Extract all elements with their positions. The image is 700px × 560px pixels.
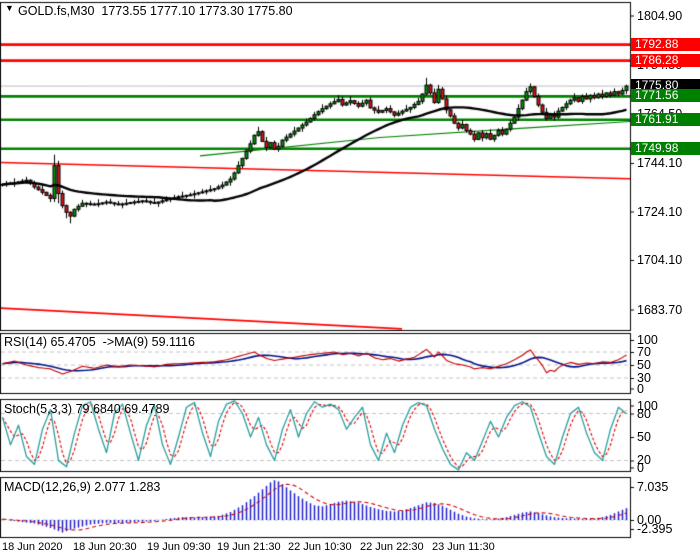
rsi-indicator-label: RSI(14) 65.4705 ->MA(9) 59.1116 <box>4 335 195 349</box>
macd-indicator-label: MACD(12,26,9) 2.077 1.283 <box>4 480 161 494</box>
ohlc-open: 1773.55 <box>101 4 147 18</box>
price-badge: 1761.91 <box>631 112 700 126</box>
indicator-scale-label: 20 <box>637 453 651 468</box>
ohlc-close: 1775.80 <box>247 4 293 18</box>
price-badge: 1775.80 <box>631 79 700 93</box>
ohlc-high: 1777.10 <box>150 4 196 18</box>
indicator-scale-label: 0 <box>637 381 644 396</box>
time-axis-label: 22 Jun 22:30 <box>360 541 424 553</box>
indicator-scale-label: 100 <box>637 333 658 347</box>
price-axis-label: 1804.90 <box>637 8 683 23</box>
time-axis-label: 23 Jun 11:30 <box>432 541 495 553</box>
time-axis-label: 18 Jun 2020 <box>2 541 63 553</box>
price-badge: 1749.98 <box>631 141 700 155</box>
price-badge: 1792.88 <box>631 37 700 51</box>
price-axis-label: 1704.10 <box>637 253 683 267</box>
symbol-dropdown-icon: ▼ <box>5 3 14 13</box>
stoch-indicator-label: Stoch(5,3,3) 79.6840 69.4789 <box>4 402 170 416</box>
indicator-scale-label: 30 <box>637 371 651 385</box>
time-axis-label: 22 Jun 10:30 <box>288 541 352 553</box>
indicator-scale-label: -2.395 <box>637 522 673 536</box>
price-badge: 1786.28 <box>631 53 700 67</box>
price-axis-label: 1744.10 <box>637 155 683 170</box>
indicator-scale-label: 50 <box>637 358 651 372</box>
price-axis-label: 1724.10 <box>637 204 683 219</box>
indicator-scale-label: 100 <box>637 398 658 413</box>
indicator-scale-label: 0.00 <box>637 513 662 527</box>
indicator-scale-label: 80 <box>637 406 651 421</box>
price-axis-label: 1683.70 <box>637 302 683 317</box>
symbol-timeframe-label: GOLD.fs,M30 <box>18 4 95 18</box>
price-badge: 1771.56 <box>631 89 700 103</box>
ohlc-low: 1773.30 <box>198 4 244 18</box>
indicator-scale-label: 0 <box>637 460 644 475</box>
indicator-scale-label: 70 <box>637 345 651 359</box>
indicator-scale-label: 7.035 <box>637 480 669 494</box>
time-axis-label: 19 Jun 09:30 <box>147 541 211 553</box>
chart-header: GOLD.fs,M30 1773.55 1777.10 1773.30 1775… <box>18 4 293 18</box>
indicator-scale-label: 50 <box>637 430 651 444</box>
time-axis-label: 19 Jun 21:30 <box>217 541 281 553</box>
time-axis-label: 18 Jun 20:30 <box>73 541 137 553</box>
